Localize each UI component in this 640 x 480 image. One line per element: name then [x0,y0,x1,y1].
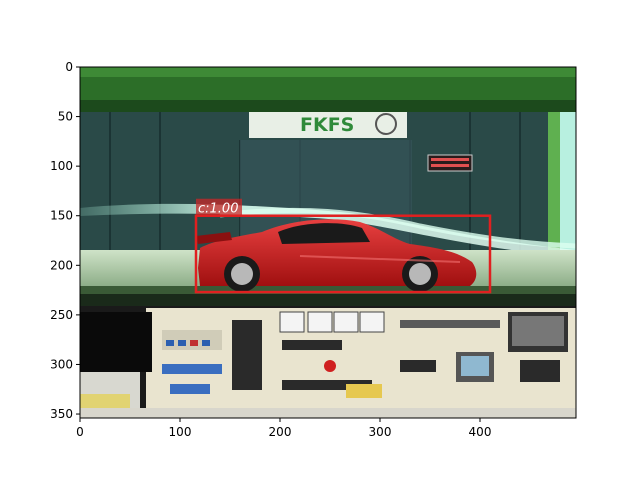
y-tick-label: 0 [65,60,73,74]
detection-label-bg [196,198,242,215]
detection-overlay: c:1.00 [194,198,492,294]
axes-frame [79,66,577,419]
detection-box [194,214,492,294]
x-tick-label: 400 [469,425,492,439]
console-buttons [162,311,568,398]
y-tick-label: 200 [50,258,73,272]
y-tick-label: 250 [50,308,73,322]
y-tick-label: 100 [50,159,73,173]
wind-tunnel-photo: FKFS [80,67,576,418]
readout-panel [427,154,473,172]
x-tick-label: 200 [269,425,292,439]
y-tick-label: 350 [50,407,73,421]
fkfs-sign-text: FKFS [300,114,354,136]
x-tick-label: 100 [169,425,192,439]
y-tick-label: 300 [50,357,73,371]
y-tick-label: 150 [50,209,73,223]
red-sports-car [196,219,477,292]
y-axis: 0 50 100 150 200 250 300 350 [50,60,80,421]
x-axis: 0 100 200 300 400 [76,418,491,439]
y-tick-label: 50 [58,110,73,124]
detection-label: c:1.00 [198,202,238,217]
x-tick-label: 300 [369,425,392,439]
x-tick-label: 0 [76,425,84,439]
